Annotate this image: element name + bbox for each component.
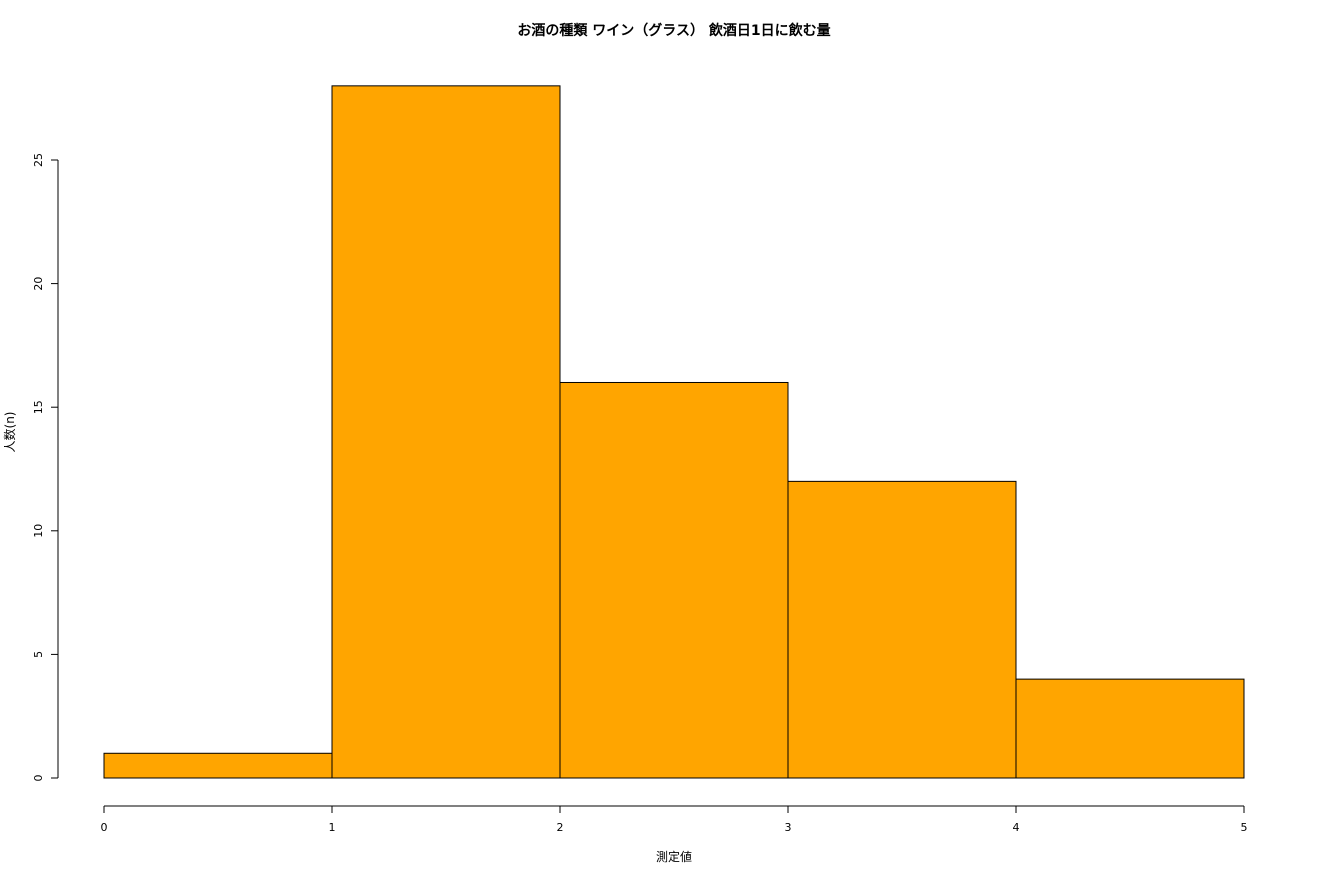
x-tick-label: 0	[101, 821, 108, 834]
y-axis: 0 5 10 15 20 25	[32, 153, 59, 782]
chart-title: お酒の種類 ワイン（グラス） 飲酒日1日に飲む量	[517, 22, 830, 39]
y-tick-label: 15	[32, 400, 45, 414]
y-axis-label: 人数(n)	[2, 412, 17, 453]
x-tick-label: 3	[785, 821, 792, 834]
x-tick-label: 4	[1013, 821, 1020, 834]
histogram-bar	[787, 480, 1017, 779]
histogram-bar	[559, 381, 789, 779]
y-tick-label: 25	[32, 153, 45, 167]
y-tick-label: 0	[32, 775, 45, 782]
bars-group	[103, 85, 1245, 779]
x-tick-label: 1	[329, 821, 336, 834]
x-axis-label: 測定値	[656, 849, 692, 864]
y-tick-label: 5	[32, 651, 45, 658]
histogram-bar	[103, 752, 333, 779]
histogram-bar	[1015, 678, 1245, 779]
x-tick-label: 2	[557, 821, 564, 834]
x-tick-label: 5	[1241, 821, 1248, 834]
histogram-bar	[331, 85, 561, 779]
y-tick-label: 20	[32, 277, 45, 291]
y-tick-label: 10	[32, 524, 45, 538]
x-axis: 0 1 2 3 4 5	[101, 805, 1248, 834]
